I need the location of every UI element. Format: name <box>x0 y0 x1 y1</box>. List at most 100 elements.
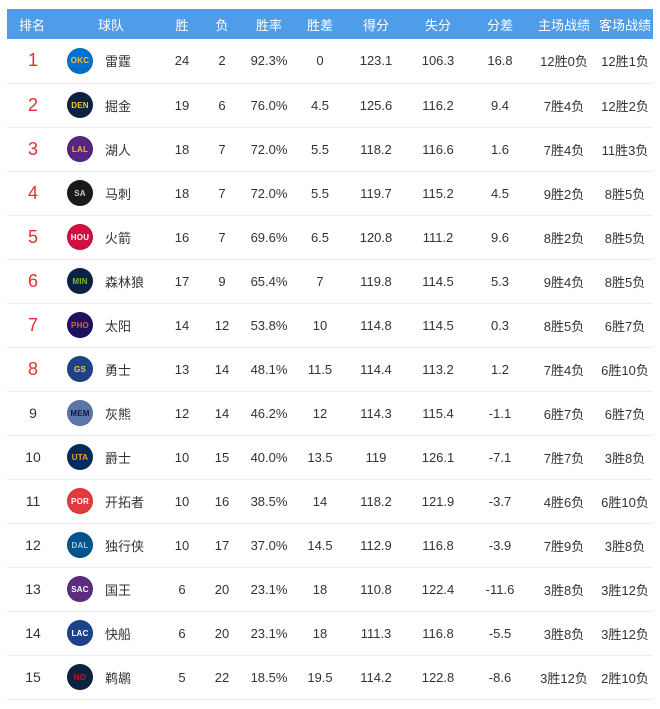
points-for-cell: 110.8 <box>345 567 407 612</box>
point-diff-cell: 9.4 <box>469 83 531 128</box>
points-against-cell: 126.1 <box>407 435 469 480</box>
wins-cell: 19 <box>163 83 201 128</box>
games-behind-cell: 14 <box>295 479 345 524</box>
team-cell[interactable]: NO 鹈鹕 <box>59 655 163 700</box>
table-row: 13 SAC 国王 6 20 23.1% 18 110.8 122.4 -11.… <box>7 567 653 612</box>
points-for-cell: 123.1 <box>345 39 407 84</box>
team-name: 鹈鹕 <box>105 670 132 686</box>
rank-cell: 5 <box>7 215 59 260</box>
point-diff-cell: 1.2 <box>469 347 531 392</box>
team-cell[interactable]: DAL 独行侠 <box>59 523 163 568</box>
point-diff-cell: -3.7 <box>469 479 531 524</box>
team-abbr-label: GS <box>74 364 86 374</box>
team-cell[interactable]: SAC 国王 <box>59 567 163 612</box>
team-cell[interactable]: SA 马刺 <box>59 171 163 216</box>
team-logo-icon: MEM <box>67 400 93 426</box>
team-cell[interactable]: DEN 掘金 <box>59 83 163 128</box>
team-cell[interactable]: LAL 湖人 <box>59 127 163 172</box>
team-cell[interactable]: PHO 太阳 <box>59 303 163 348</box>
team-wrap: DEN 掘金 <box>59 92 163 118</box>
points-for-cell: 114.3 <box>345 391 407 436</box>
team-logo-icon: DEN <box>67 92 93 118</box>
team-logo-icon: OKC <box>67 47 93 74</box>
team-name: 掘金 <box>105 98 132 114</box>
points-against-cell: 116.8 <box>407 611 469 656</box>
wins-cell: 18 <box>163 171 201 216</box>
team-abbr-label: DEN <box>71 100 89 110</box>
win-pct-cell: 37.0% <box>243 523 295 568</box>
team-wrap: LAL 湖人 <box>59 136 163 162</box>
wins-cell: 17 <box>163 259 201 304</box>
team-logo-icon: MIN <box>67 268 93 294</box>
points-against-cell: 115.2 <box>407 171 469 216</box>
win-pct-cell: 38.5% <box>243 479 295 524</box>
games-behind-cell: 5.5 <box>295 171 345 216</box>
team-wrap: SA 马刺 <box>59 180 163 206</box>
losses-cell: 6 <box>201 83 243 128</box>
away-record-cell: 2胜10负 <box>597 655 653 700</box>
rank-number: 2 <box>27 94 38 115</box>
away-record-cell: 3胜12负 <box>597 611 653 656</box>
rank-cell: 7 <box>7 303 59 348</box>
rank-cell: 3 <box>7 127 59 172</box>
team-cell[interactable]: UTA 爵士 <box>59 435 163 480</box>
home-record-cell: 6胜7负 <box>531 391 597 436</box>
team-name: 雷霆 <box>105 54 132 70</box>
rank-cell: 4 <box>7 171 59 216</box>
games-behind-cell: 7 <box>295 259 345 304</box>
team-name: 快船 <box>105 626 132 642</box>
points-against-cell: 122.8 <box>407 655 469 700</box>
point-diff-cell: 16.8 <box>469 39 531 84</box>
points-for-cell: 114.4 <box>345 347 407 392</box>
points-against-cell: 122.4 <box>407 567 469 612</box>
team-wrap: HOU 火箭 <box>59 224 163 250</box>
losses-cell: 14 <box>201 347 243 392</box>
team-abbr-label: SAC <box>71 584 89 594</box>
team-logo-icon: DAL <box>67 532 93 558</box>
header-row: 排名 球队胜负胜率 胜差 得分 失分 分差 主场战绩 客场战绩 <box>7 9 653 39</box>
team-cell[interactable]: OKC 雷霆 <box>59 39 163 84</box>
team-name: 国王 <box>105 582 132 598</box>
points-against-cell: 116.6 <box>407 127 469 172</box>
home-record-cell: 8胜2负 <box>531 215 597 260</box>
table-row: 1 OKC 雷霆 24 2 92.3% 0 123.1 106.3 16.8 1… <box>7 39 653 84</box>
team-cell[interactable]: GS 勇士 <box>59 347 163 392</box>
losses-cell: 14 <box>201 391 243 436</box>
team-cell[interactable]: POR 开拓者 <box>59 479 163 524</box>
point-diff-cell: -1.1 <box>469 391 531 436</box>
rank-cell: 13 <box>7 567 59 612</box>
rank-number: 12 <box>25 537 41 553</box>
points-for-cell: 119.7 <box>345 171 407 216</box>
team-wrap: PHO 太阳 <box>59 312 163 338</box>
points-for-cell: 120.8 <box>345 215 407 260</box>
games-behind-cell: 12 <box>295 391 345 436</box>
standings-table: 排名 球队胜负胜率 胜差 得分 失分 分差 主场战绩 客场战绩 1 OKC 雷霆 24 2 9… <box>7 9 653 700</box>
rank-number: 7 <box>27 314 38 335</box>
rank-number: 6 <box>27 270 38 291</box>
table-row: 11 POR 开拓者 10 16 38.5% 14 118.2 121.9 -3… <box>7 479 653 524</box>
points-for-cell: 118.2 <box>345 127 407 172</box>
away-record-cell: 8胜5负 <box>597 259 653 304</box>
column-header: 客场战绩 <box>597 9 653 39</box>
team-name: 勇士 <box>105 362 132 378</box>
away-record-cell: 11胜3负 <box>597 127 653 172</box>
home-record-cell: 12胜0负 <box>531 39 597 84</box>
rank-number: 3 <box>27 138 38 159</box>
team-cell[interactable]: MEM 灰熊 <box>59 391 163 436</box>
team-cell[interactable]: LAC 快船 <box>59 611 163 656</box>
losses-cell: 9 <box>201 259 243 304</box>
rank-number: 11 <box>25 493 41 509</box>
win-pct-cell: 53.8% <box>243 303 295 348</box>
points-for-cell: 119 <box>345 435 407 480</box>
rank-cell: 15 <box>7 655 59 700</box>
team-cell[interactable]: MIN 森林狼 <box>59 259 163 304</box>
team-cell[interactable]: HOU 火箭 <box>59 215 163 260</box>
team-wrap: MEM 灰熊 <box>59 400 163 426</box>
games-behind-cell: 18 <box>295 611 345 656</box>
table-row: 2 DEN 掘金 19 6 76.0% 4.5 125.6 116.2 9.4 … <box>7 83 653 128</box>
games-behind-cell: 14.5 <box>295 523 345 568</box>
team-abbr-label: DAL <box>71 540 89 550</box>
column-header: 排名 <box>7 9 59 39</box>
team-wrap: POR 开拓者 <box>59 488 163 514</box>
